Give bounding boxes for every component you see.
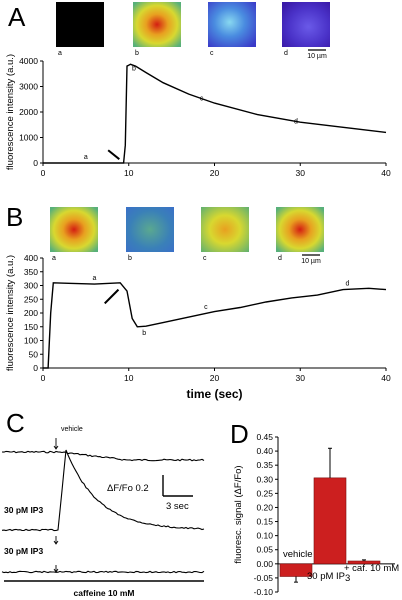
scale-bar-x-label: 3 sec (166, 501, 189, 512)
series-line (43, 282, 387, 369)
y-tick-label: 1000 (19, 133, 38, 143)
trace-label-ip3: 30 pM IP3 (4, 505, 43, 515)
point-label: b (142, 330, 146, 337)
trace-vehicle (1, 450, 205, 462)
y-tick-label: 150 (24, 322, 38, 332)
x-tick-label: 0 (41, 168, 46, 178)
y-tick-label: 0.00 (256, 559, 273, 569)
point-label: a (84, 154, 88, 161)
x-tick-label: 20 (210, 373, 220, 383)
cell-image-warm (201, 207, 249, 252)
point-label: d (345, 281, 349, 288)
stimulus-arrow (104, 288, 120, 305)
x-tick-label: 30 (296, 373, 306, 383)
x-tick-label: 30 (296, 168, 306, 178)
trace-ip3-caffeine (1, 570, 205, 574)
image-label: b (128, 255, 132, 262)
category-label: 30 pM IP (307, 571, 345, 582)
panel-letter-d: D (230, 419, 249, 449)
y-tick-label: 4000 (19, 56, 38, 66)
image-label: a (58, 50, 62, 57)
image-label: a (52, 255, 56, 262)
category-subscript: 3 (345, 573, 350, 584)
trace-label-vehicle: vehicle (61, 426, 83, 433)
y-tick-label: 0 (33, 158, 38, 168)
x-tick-label: 40 (381, 373, 391, 383)
x-tick-label: 20 (210, 168, 220, 178)
y-tick-label: 0.45 (256, 432, 273, 442)
y-tick-label: -0.10 (254, 587, 274, 597)
trace-label-ip3-2: 30 pM IP3 (4, 546, 43, 556)
cell-image-hot (133, 2, 181, 47)
scale-bar-label: 10 µm (307, 53, 327, 60)
image-label: d (278, 255, 282, 262)
y-axis-label: fluorescence intensity (a.u.) (5, 255, 16, 371)
y-tick-label: 300 (24, 281, 38, 291)
bar (313, 477, 347, 565)
y-tick-label: 100 (24, 336, 38, 346)
point-label: a (92, 275, 96, 282)
cell-image-purple (282, 2, 330, 47)
cell-image-cool (126, 207, 174, 252)
arrow-head (53, 540, 59, 545)
point-label: d (294, 118, 298, 125)
arrow-head (53, 568, 59, 573)
scale-bar-y-label: ΔF/Fo 0.2 (107, 483, 149, 494)
category-label: vehicle (283, 549, 313, 560)
image-label: d (284, 50, 288, 57)
arrow-head (53, 445, 59, 450)
x-tick-label: 40 (381, 168, 391, 178)
point-label: c (204, 304, 208, 311)
point-label: b (132, 66, 136, 73)
y-axis-label: fluorescence intensity (a.u.) (5, 54, 16, 170)
trace-ip3 (1, 449, 205, 532)
cell-image-black (56, 2, 104, 47)
panel-d: 0.45 0.40 0.35 0.30 0.25 0.20 0.15 0.10 0.05 0.00… (233, 432, 399, 597)
panel-b: 0 10 20 30 40050100150200250300350400abcdflu… (5, 207, 391, 401)
panel-letter-c: C (6, 408, 25, 438)
y-axis-label: fluoresc. signal (ΔF/Fo) (233, 465, 244, 563)
y-tick-label: 0.20 (256, 502, 273, 512)
x-tick-label: 10 (124, 168, 134, 178)
panel-letter-a: A (8, 2, 26, 32)
series-line (43, 63, 387, 164)
x-axis-label: caffeine 10 mM (74, 588, 135, 598)
point-label: c (200, 96, 204, 103)
y-tick-label: 0.05 (256, 545, 273, 555)
stimulus-arrow (107, 149, 120, 160)
cell-image-hot (50, 207, 98, 252)
y-tick-label: 0.35 (256, 460, 273, 470)
y-tick-label: 0.30 (256, 474, 273, 484)
y-tick-label: 0.40 (256, 446, 273, 456)
y-tick-label: 0.25 (256, 488, 273, 498)
y-tick-label: 50 (29, 349, 39, 359)
category-label: + caf. 10 mM (344, 563, 399, 574)
y-tick-label: 2000 (19, 107, 38, 117)
x-tick-label: 0 (41, 373, 46, 383)
panel-letter-b: B (6, 202, 23, 232)
cell-image-blue (208, 2, 256, 47)
x-axis-label: time (sec) (186, 387, 242, 401)
y-tick-label: 200 (24, 308, 38, 318)
y-tick-label: 400 (24, 253, 38, 263)
y-tick-label: 0 (33, 363, 38, 373)
y-tick-label: 3000 (19, 82, 38, 92)
x-tick-label: 10 (124, 373, 134, 383)
panel-c: vehicle 30 pM IP3 30 pM IP3 ΔF/Fo 0.2 3 sec c… (1, 426, 205, 598)
panel-a: 0 10 20 30 40 0 1000 2000 3000 4000 a b c d fluorescen… (5, 2, 391, 178)
image-label: b (135, 50, 139, 57)
scale-bar-label: 10 µm (301, 258, 321, 265)
y-tick-label: 0.15 (256, 517, 273, 527)
y-tick-label: -0.05 (254, 573, 274, 583)
cell-image-hot (276, 207, 324, 252)
y-tick-label: 350 (24, 267, 38, 277)
y-tick-label: 250 (24, 294, 38, 304)
y-tick-label: 0.10 (256, 531, 273, 541)
image-label: c (203, 255, 207, 262)
image-label: c (210, 50, 214, 57)
